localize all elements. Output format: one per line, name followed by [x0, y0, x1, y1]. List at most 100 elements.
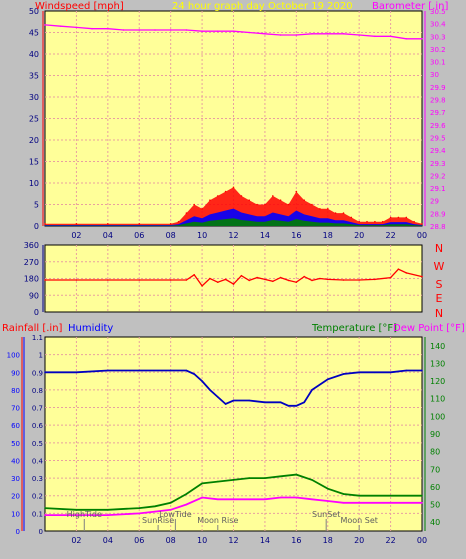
panel-temp-humidity: 02 04 06 08 10 12 14 16 18 20 22 0000.10.20.30.40.5…: [7, 334, 446, 545]
temperature-tick-label: 50: [430, 501, 440, 510]
windspeed-point: [232, 186, 235, 189]
windspeed-tick-label: 5: [34, 201, 39, 210]
dewpoint-line-point: [264, 498, 266, 501]
humidity-line-point: [224, 403, 227, 405]
wind-x-tick-label: 06: [134, 231, 144, 240]
direction-tick-label: 0: [34, 308, 39, 317]
humidity-tick-label: 90: [11, 369, 20, 377]
wind-direction-line-point: [295, 281, 298, 284]
temp-x-tick-label: 22: [385, 536, 395, 545]
temperature-line-point: [201, 482, 203, 485]
dewpoint-line-point: [421, 502, 423, 504]
humidity-line-point: [107, 369, 109, 372]
dewpoint-line-point: [107, 514, 109, 516]
barometer-line-point: [232, 30, 235, 32]
barometer-tick-label: 30.5: [430, 8, 446, 16]
direction-tick-label: 180: [24, 275, 39, 284]
rainfall-tick-label: 0.4: [32, 457, 44, 465]
barometer-line-point: [169, 29, 172, 31]
event-label: LowTide: [159, 510, 192, 519]
graph-title: 24 hour graph day October 19 2020: [172, 1, 353, 12]
barometer-tick-label: 28.8: [430, 223, 446, 231]
wind-direction-line-point: [169, 279, 172, 281]
rainfall-tick-label: 0.5: [32, 440, 43, 448]
humidity-line-point: [44, 371, 46, 374]
barometer-line-point: [311, 33, 313, 35]
rainfall-tick-label: 1: [39, 352, 43, 360]
wind-direction-line-point: [224, 278, 227, 281]
windspeed-tick-label: 20: [29, 136, 39, 145]
windspeed-point: [334, 212, 337, 214]
barometer-line-point: [421, 38, 423, 40]
event-label: Moon Rise: [197, 516, 238, 525]
temperature-line-point: [264, 477, 266, 479]
barometer-tick-label: 29.7: [430, 109, 446, 117]
temperature-line-point: [279, 475, 282, 478]
temp-x-tick-label: 10: [197, 536, 207, 545]
wind-direction-line-point: [209, 277, 211, 280]
barometer-tick-label: 29.5: [430, 134, 446, 142]
temperature-line-point: [75, 509, 78, 511]
barometer-line-point: [374, 35, 376, 38]
temperature-line-point: [327, 487, 329, 490]
windspeed-point: [185, 212, 188, 214]
windspeed-point: [224, 190, 227, 193]
barometer-line-point: [405, 38, 408, 40]
barometer-line-point: [91, 27, 93, 30]
wind-x-tick-label: 20: [354, 231, 364, 240]
humidity-line-point: [217, 396, 219, 398]
humidity-line-point: [75, 371, 78, 374]
compass-label-e: E: [436, 292, 443, 305]
windspeed-point: [138, 223, 141, 225]
dewpoint-line-point: [75, 514, 78, 516]
temperature-tick-label: 60: [430, 483, 440, 492]
wind-direction-line-point: [342, 279, 345, 281]
humidity-line-point: [264, 401, 266, 404]
compass-label-w: W: [434, 260, 445, 273]
humidity-line-point: [193, 373, 195, 375]
direction-tick-label: 270: [24, 258, 39, 267]
windspeed-point: [366, 220, 368, 223]
barometer-line-point: [201, 30, 203, 32]
barometer-tick-label: 30.3: [430, 33, 446, 41]
dewpoint-line-point: [342, 502, 345, 504]
wind-direction-line-point: [311, 279, 313, 282]
dewpoint-line-point: [232, 498, 235, 501]
windspeed-point: [358, 220, 361, 223]
rainfall-tick-label: 0.6: [32, 422, 44, 430]
temperature-tick-label: 80: [430, 448, 440, 457]
windspeed-point: [421, 223, 423, 225]
dewpoint-line-point: [217, 498, 219, 501]
wind-direction-line-point: [397, 268, 400, 271]
temperature-line-point: [107, 509, 109, 511]
windspeed-tick-label: 0: [34, 222, 39, 231]
barometer-line-point: [44, 24, 46, 26]
windspeed-point: [193, 203, 195, 206]
wind-direction-line-point: [319, 277, 321, 280]
wind-x-tick-label: 10: [197, 231, 207, 240]
temp-x-tick-label: 04: [103, 536, 113, 545]
event-label: HighTide: [67, 510, 102, 519]
wind-x-tick-label: 14: [260, 231, 270, 240]
event-label: SunRise: [142, 516, 174, 525]
humidity-axis-label: Humidity: [68, 323, 113, 334]
temperature-line-point: [248, 477, 250, 479]
windspeed-point: [75, 223, 78, 225]
windspeed-point: [279, 199, 282, 201]
windspeed-point: [177, 220, 180, 223]
wind-direction-line-point: [44, 279, 46, 281]
wind-x-tick-label: 18: [323, 231, 333, 240]
event-label: SunSet: [312, 510, 340, 519]
wind-direction-line-point: [193, 274, 195, 276]
barometer-tick-label: 29.3: [430, 160, 446, 168]
windspeed-tick-label: 45: [29, 29, 39, 38]
wind-direction-line-point: [421, 275, 423, 278]
temperature-tick-label: 130: [430, 359, 445, 368]
dewpoint-line-point: [248, 498, 250, 501]
temp-x-tick-label: 06: [134, 536, 144, 545]
temp-x-tick-label: 16: [291, 536, 301, 545]
humidity-line-point: [342, 373, 345, 375]
direction-tick-label: 360: [24, 241, 39, 250]
windspeed-point: [240, 195, 243, 197]
